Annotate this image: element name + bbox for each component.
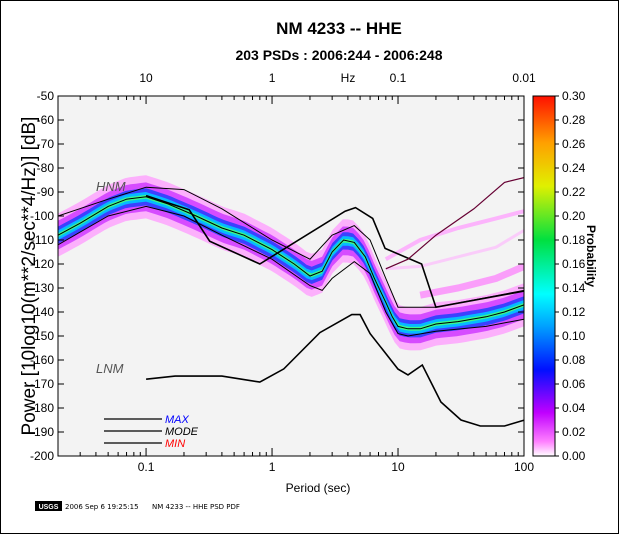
y-tick-label: -180 bbox=[30, 401, 54, 415]
y-tick-label: -160 bbox=[30, 353, 54, 367]
y-tick-label: -140 bbox=[30, 305, 54, 319]
max-upper-envelope bbox=[385, 177, 524, 270]
density-branch-lower bbox=[419, 263, 524, 299]
min-line bbox=[58, 205, 524, 337]
density-layer bbox=[58, 175, 524, 351]
lnm-line bbox=[146, 313, 524, 427]
y-tick-label: -170 bbox=[30, 377, 54, 391]
max-line bbox=[58, 186, 524, 308]
top-tick-label: 0.1 bbox=[390, 71, 407, 85]
colorbar-tick-label: 0.02 bbox=[562, 425, 586, 439]
colorbar-tick-label: 0.14 bbox=[562, 281, 586, 295]
top-axis-label: Hz bbox=[341, 71, 356, 85]
footer: USGS 2006 Sep 6 19:25:15 NM 4233 -- HHE … bbox=[35, 501, 240, 511]
top-tick-label: 1 bbox=[269, 71, 276, 85]
axes: -50 -60 -70 -80 -90 -100 -110 -120 -130 -140 -150 -… bbox=[30, 71, 536, 474]
y-tick-label: -150 bbox=[30, 329, 54, 343]
y-tick-label: -50 bbox=[37, 89, 55, 103]
y-tick-label: -90 bbox=[37, 185, 55, 199]
y-tick-label: -130 bbox=[30, 281, 54, 295]
top-tick-label: 10 bbox=[139, 71, 153, 85]
colorbar-tick-label: 0.06 bbox=[562, 377, 586, 391]
hnm-line bbox=[145, 194, 524, 309]
colorbar-label: Probability bbox=[584, 225, 598, 287]
density-branch-upper bbox=[384, 209, 524, 261]
usgs-logo-text: USGS bbox=[39, 504, 59, 511]
line-layer bbox=[58, 177, 524, 427]
colorbar bbox=[532, 95, 556, 457]
colorbar-tick-label: 0.30 bbox=[562, 89, 586, 103]
legend-mode-label: MODE bbox=[165, 426, 199, 438]
y-tick-label: -120 bbox=[30, 257, 54, 271]
mode-line bbox=[58, 196, 524, 330]
x-tick-label: 100 bbox=[514, 460, 534, 474]
y-tick-label: -110 bbox=[31, 233, 54, 247]
colorbar-tick-label: 0.16 bbox=[562, 257, 586, 271]
footer-caption: NM 4233 -- HHE PSD PDF bbox=[152, 503, 240, 511]
top-tick-label: 0.01 bbox=[512, 71, 536, 85]
colorbar-tick-label: 0.26 bbox=[562, 137, 586, 151]
colorbar-tick-label: 0.28 bbox=[562, 113, 586, 127]
legend: MAX MODE MIN bbox=[104, 414, 199, 450]
density-branch-mid bbox=[385, 229, 524, 271]
legend-min-label: MIN bbox=[165, 438, 185, 450]
colorbar-ticks: 0.30 0.28 0.26 0.24 0.22 0.20 0.18 0.16 0.14 0.12… bbox=[555, 89, 586, 463]
usgs-logo bbox=[35, 501, 62, 511]
x-tick-label: 1 bbox=[269, 460, 276, 474]
x-tick-label: 10 bbox=[391, 460, 405, 474]
colorbar-tick-label: 0.04 bbox=[562, 401, 586, 415]
y-tick-label: -70 bbox=[37, 137, 55, 151]
colorbar-tick-label: 0.00 bbox=[562, 449, 586, 463]
legend-max-label: MAX bbox=[165, 414, 190, 426]
y-tick-label: -190 bbox=[30, 425, 54, 439]
colorbar-tick-label: 0.20 bbox=[562, 209, 586, 223]
y-tick-label: -80 bbox=[37, 161, 55, 175]
colorbar-tick-label: 0.10 bbox=[562, 329, 586, 343]
lnm-label: LNM bbox=[96, 361, 124, 376]
colorbar-tick-label: 0.08 bbox=[562, 353, 586, 367]
y-tick-label: -100 bbox=[30, 209, 54, 223]
hnm-label: HNM bbox=[96, 179, 126, 194]
colorbar-tick-label: 0.24 bbox=[562, 161, 586, 175]
colorbar-tick-label: 0.18 bbox=[562, 233, 586, 247]
chart-subtitle: 203 PSDs : 2006:244 - 2006:248 bbox=[235, 47, 442, 63]
colorbar-tick-label: 0.22 bbox=[562, 185, 586, 199]
footer-timestamp: 2006 Sep 6 19:25:15 bbox=[65, 503, 139, 511]
plot-border bbox=[57, 95, 525, 457]
y-tick-label: -60 bbox=[37, 113, 55, 127]
x-tick-label: 0.1 bbox=[138, 460, 155, 474]
density-band-peak bbox=[58, 194, 524, 331]
y-tick-label: -200 bbox=[30, 449, 54, 463]
chart-title: NM 4233 -- HHE bbox=[276, 19, 402, 38]
x-axis-label: Period (sec) bbox=[286, 481, 351, 495]
colorbar-tick-label: 0.12 bbox=[562, 305, 586, 319]
y-axis-label: Power [10log10(m**2/sec**4/Hz)] [dB] bbox=[19, 117, 40, 436]
